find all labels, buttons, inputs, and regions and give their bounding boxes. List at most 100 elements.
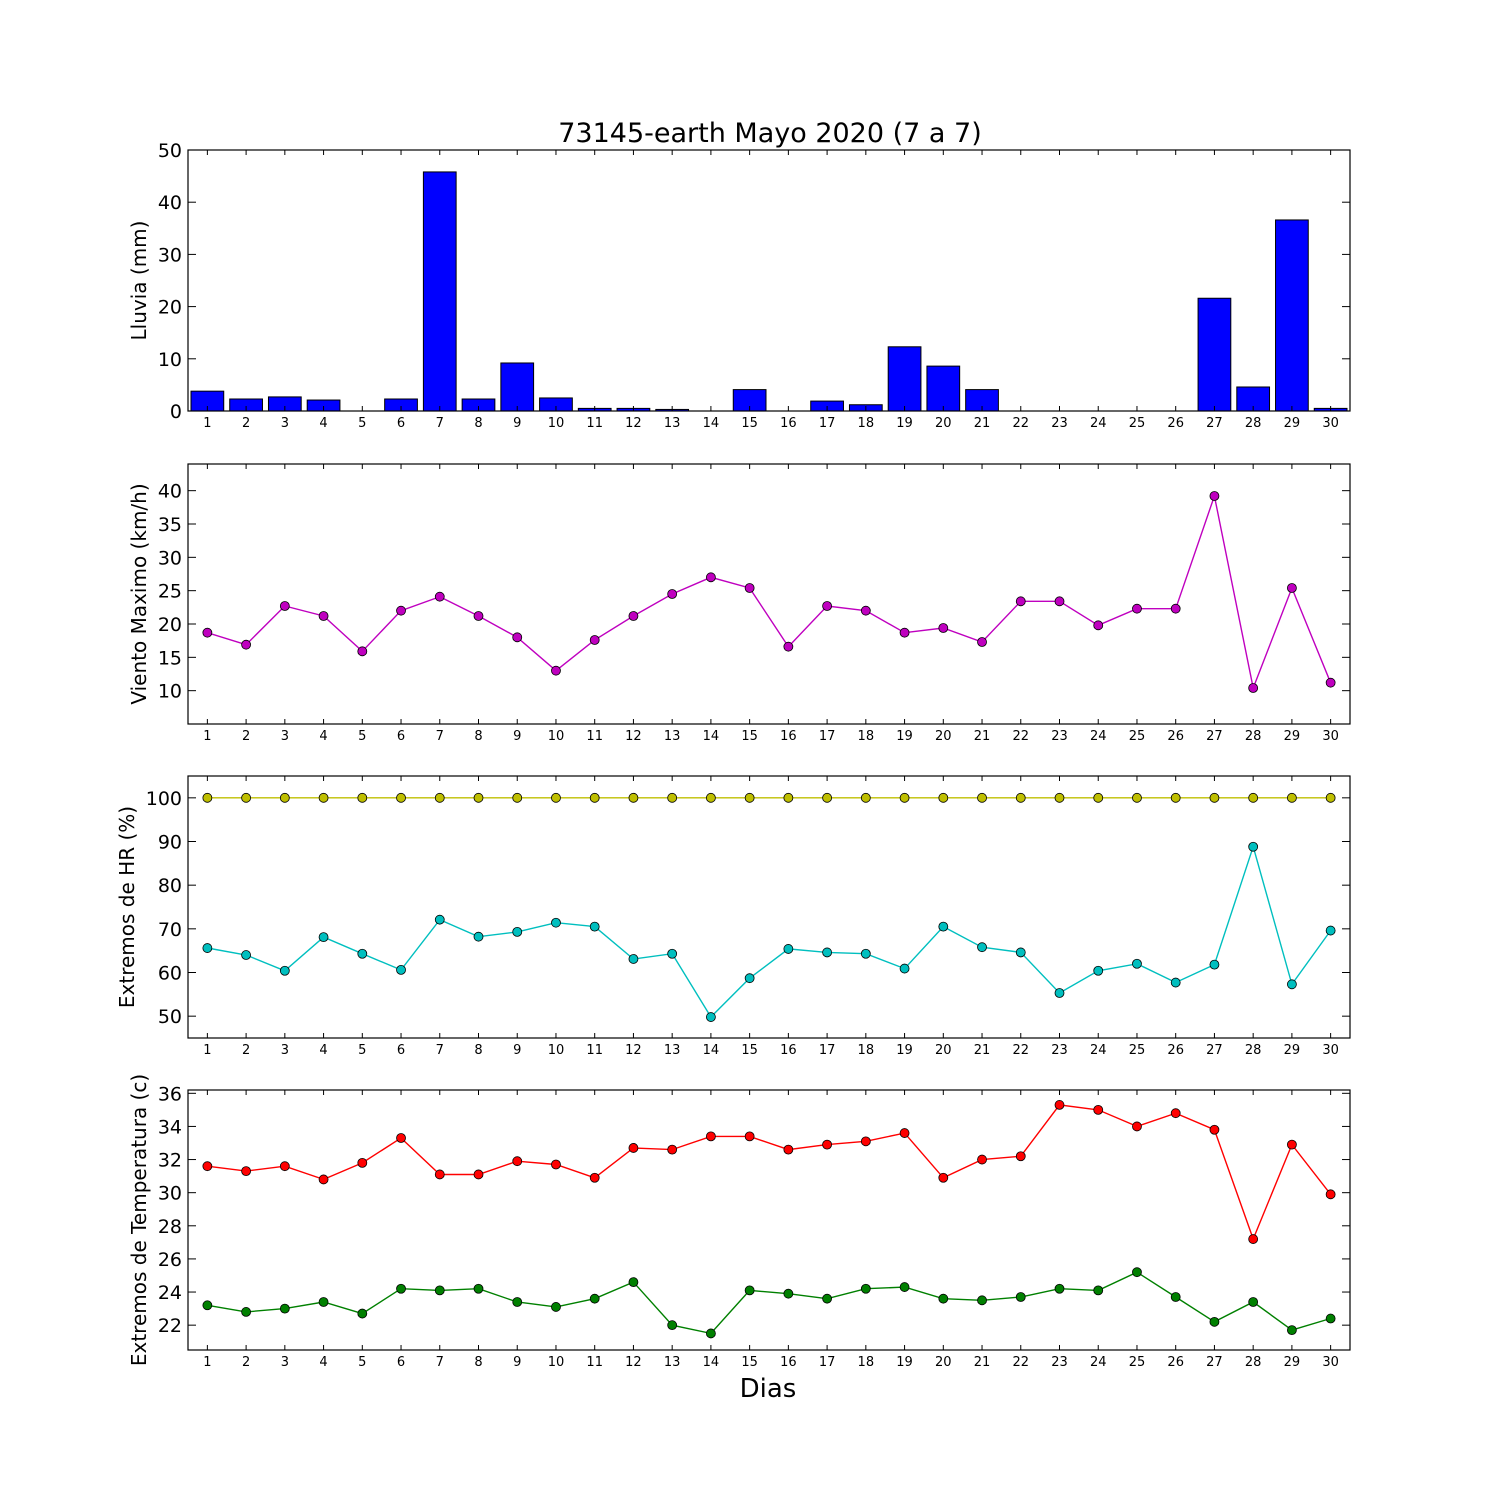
x-tick-label: 23 (1051, 729, 1068, 744)
plot-frame (187, 463, 1351, 725)
series-1-point-day-29 (1287, 792, 1297, 803)
x-tick-label: 17 (819, 416, 836, 431)
series-1-point-day-20 (938, 792, 949, 803)
series-1-point-day-3 (279, 792, 290, 803)
series-1-point-day-16 (783, 641, 794, 652)
x-tick-label: 27 (1206, 1043, 1223, 1058)
series-1-point-day-7 (434, 792, 445, 803)
series-1-point-day-26 (1170, 603, 1181, 614)
x-tick-label: 27 (1206, 729, 1223, 744)
series-2-point-day-3 (279, 1303, 290, 1314)
x-tick-label: 30 (1322, 729, 1339, 744)
x-tick-label: 13 (664, 1043, 681, 1058)
x-tick-label: 19 (896, 1355, 913, 1370)
x-tick-label: 2 (242, 416, 250, 431)
x-tick-label: 15 (741, 416, 758, 431)
series-2-point-day-11 (589, 1293, 600, 1304)
series-1-point-day-6 (396, 605, 406, 616)
series-2-point-day-13 (667, 948, 678, 959)
series-1-point-day-15 (744, 1131, 755, 1142)
x-tick-label: 1 (203, 729, 211, 744)
panel-2: 1 2 3 4 5 6 7 8 9 10 11 12 13 14 15 16 17 18 19 20 21 22 23 24 2… (127, 463, 1351, 744)
x-tick-label: 9 (513, 1043, 521, 1058)
series-1-point-day-18 (860, 605, 871, 616)
x-tick-label: 1 (203, 416, 211, 431)
y-tick-label: 20 (158, 614, 182, 636)
y-tick-label: 70 (158, 919, 182, 941)
series-2-point-day-25 (1132, 958, 1142, 969)
x-tick-label: 15 (741, 1355, 758, 1370)
series-2-point-day-19 (899, 963, 910, 974)
x-tick-label: 25 (1129, 1043, 1146, 1058)
series-2-point-day-20 (938, 921, 949, 932)
x-tick-label: 1 (203, 1355, 211, 1370)
series-2-point-day-30 (1325, 925, 1336, 936)
series-2-point-day-21 (977, 942, 987, 953)
series-2-point-day-4 (318, 932, 329, 943)
x-axis-label: Dias (740, 1374, 797, 1404)
x-tick-label: 22 (1012, 416, 1029, 431)
series-2-point-day-9 (512, 1297, 523, 1307)
series-2-point-day-10 (551, 1302, 561, 1312)
y-tick-label: 50 (158, 1006, 182, 1028)
panel-1: 1 2 3 4 5 6 7 8 9 10 11 12 13 14 15 16 17 18 19 20 21 22 23 24 2… (127, 140, 1351, 431)
y-tick-label: 24 (158, 1282, 182, 1304)
y-tick-label: 90 (158, 832, 182, 854)
x-tick-label: 28 (1245, 1043, 1262, 1058)
series-1-point-day-20 (938, 623, 949, 633)
x-tick-label: 12 (625, 729, 642, 744)
series-1-point-day-17 (822, 601, 832, 611)
series-1-point-day-13 (667, 1144, 678, 1155)
x-tick-label: 24 (1090, 416, 1107, 431)
x-tick-label: 16 (780, 1355, 797, 1370)
series-2-point-day-3 (279, 965, 290, 976)
x-tick-label: 2 (242, 1043, 250, 1058)
series-1-point-day-30 (1325, 677, 1336, 688)
series-1-point-day-3 (279, 1161, 290, 1172)
series-2-point-day-28 (1248, 841, 1259, 852)
x-tick-label: 28 (1245, 1355, 1262, 1370)
x-tick-label: 10 (548, 1355, 565, 1370)
x-tick-label: 24 (1090, 1043, 1107, 1058)
x-tick-label: 14 (703, 1043, 720, 1058)
x-tick-label: 19 (896, 416, 913, 431)
y-tick-label: 22 (158, 1315, 182, 1337)
series-line-1 (207, 493, 1332, 691)
x-tick-label: 18 (858, 1043, 875, 1058)
x-tick-label: 24 (1090, 1355, 1107, 1370)
series-2-point-day-15 (744, 1285, 755, 1296)
x-tick-label: 11 (586, 416, 603, 431)
x-tick-label: 13 (664, 729, 681, 744)
series-1-point-day-28 (1248, 792, 1259, 803)
series-1-point-day-12 (628, 792, 639, 803)
series-2-point-day-7 (434, 914, 445, 925)
y-tick-label: 30 (158, 244, 182, 266)
x-tick-label: 17 (819, 1355, 836, 1370)
series-2-point-day-6 (396, 1283, 406, 1294)
x-tick-label: 7 (436, 1355, 444, 1370)
series-2-point-day-19 (899, 1282, 910, 1292)
y-tick-label: 0 (170, 401, 182, 423)
series-1-point-day-8 (473, 1169, 484, 1180)
y-tick-label: 15 (158, 647, 182, 669)
x-tick-label: 5 (358, 1043, 366, 1058)
panel-4: 1 2 3 4 5 6 7 8 9 10 11 12 13 14 15 16 17 18 19 20 21 22 23 24 2… (127, 1074, 1351, 1370)
x-tick-label: 17 (819, 729, 836, 744)
series-1-point-day-10 (551, 665, 561, 676)
y-tick-label: 80 (158, 875, 182, 897)
series-1-point-day-24 (1093, 1104, 1104, 1115)
series-1-point-day-21 (977, 792, 987, 803)
x-tick-label: 27 (1206, 1355, 1223, 1370)
series-2-point-day-29 (1287, 979, 1297, 990)
x-tick-label: 26 (1167, 416, 1184, 431)
x-tick-label: 20 (935, 416, 952, 431)
series-2-point-day-24 (1093, 1285, 1104, 1296)
series-1-point-day-18 (860, 792, 871, 803)
series-2-point-day-9 (512, 926, 523, 937)
figure-title: 73145-earth Mayo 2020 (7 a 7) (558, 118, 982, 149)
x-tick-label: 6 (397, 416, 405, 431)
bar-day-29 (1275, 219, 1309, 412)
series-1-point-day-25 (1132, 1121, 1142, 1132)
y-tick-label: 25 (158, 581, 182, 603)
